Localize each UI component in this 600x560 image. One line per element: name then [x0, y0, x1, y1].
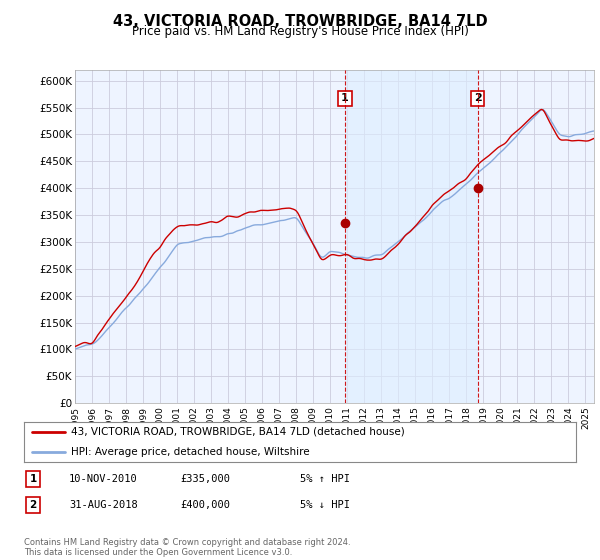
- Text: 5% ↑ HPI: 5% ↑ HPI: [300, 474, 350, 484]
- Text: Price paid vs. HM Land Registry's House Price Index (HPI): Price paid vs. HM Land Registry's House …: [131, 25, 469, 38]
- Text: 5% ↓ HPI: 5% ↓ HPI: [300, 500, 350, 510]
- Text: 2: 2: [474, 94, 482, 104]
- Text: 31-AUG-2018: 31-AUG-2018: [69, 500, 138, 510]
- Text: £400,000: £400,000: [180, 500, 230, 510]
- Text: 1: 1: [341, 94, 349, 104]
- Text: Contains HM Land Registry data © Crown copyright and database right 2024.
This d: Contains HM Land Registry data © Crown c…: [24, 538, 350, 557]
- Text: 2: 2: [29, 500, 37, 510]
- Text: 1: 1: [29, 474, 37, 484]
- Text: £335,000: £335,000: [180, 474, 230, 484]
- Text: 10-NOV-2010: 10-NOV-2010: [69, 474, 138, 484]
- Text: 43, VICTORIA ROAD, TROWBRIDGE, BA14 7LD: 43, VICTORIA ROAD, TROWBRIDGE, BA14 7LD: [113, 14, 487, 29]
- Bar: [345, 70, 478, 403]
- Text: HPI: Average price, detached house, Wiltshire: HPI: Average price, detached house, Wilt…: [71, 447, 310, 457]
- Text: 43, VICTORIA ROAD, TROWBRIDGE, BA14 7LD (detached house): 43, VICTORIA ROAD, TROWBRIDGE, BA14 7LD …: [71, 427, 404, 437]
